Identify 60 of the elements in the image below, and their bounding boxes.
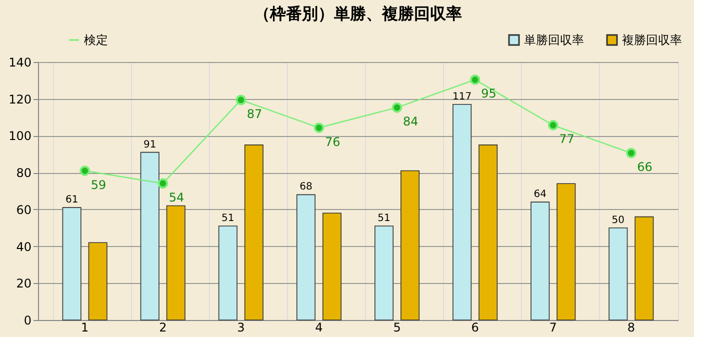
data-label: 59 xyxy=(90,178,106,192)
bar xyxy=(166,205,186,320)
point xyxy=(314,122,324,133)
x-tick-label: 1 xyxy=(81,320,89,334)
point xyxy=(158,178,168,189)
data-label: 61 xyxy=(65,194,78,206)
x-tick-label: 3 xyxy=(237,320,245,334)
legend-label: 複勝回収率 xyxy=(622,33,682,47)
point xyxy=(548,120,558,130)
point xyxy=(236,94,246,106)
x-tick-label: 8 xyxy=(627,320,635,334)
y-tick-label: 100 xyxy=(8,129,32,144)
bar xyxy=(244,144,264,320)
y-tick-label: 0 xyxy=(24,314,32,328)
x-tick-label: 4 xyxy=(315,320,323,334)
bar xyxy=(88,242,108,320)
y-tick-label: 20 xyxy=(16,276,32,291)
y-tick-label: 80 xyxy=(16,166,32,180)
x-tick-label: 7 xyxy=(549,320,557,334)
x-tick-label: 2 xyxy=(159,320,167,334)
bar xyxy=(478,144,498,320)
chart-title: （枠番別）単勝、複勝回収率 xyxy=(254,4,462,23)
data-label: 84 xyxy=(403,114,418,129)
x-tick-label: 6 xyxy=(471,320,479,334)
data-label: 51 xyxy=(378,213,390,224)
bar xyxy=(608,227,628,320)
data-label: 50 xyxy=(612,214,625,226)
data-label: 76 xyxy=(324,134,340,149)
legend-label: 単勝回収率 xyxy=(524,33,584,47)
x-tick-label: 5 xyxy=(393,320,401,334)
bar xyxy=(374,226,394,320)
y-tick-label: 120 xyxy=(8,92,32,106)
data-label: 77 xyxy=(559,132,574,146)
point xyxy=(392,102,402,113)
legend-label: 検定 xyxy=(84,33,108,47)
point xyxy=(80,166,90,176)
point xyxy=(626,148,636,158)
bar xyxy=(400,170,420,320)
y-tick-label: 60 xyxy=(16,202,32,217)
y-tick-label: 40 xyxy=(16,240,32,254)
bar xyxy=(296,194,316,320)
y-tick-label: 140 xyxy=(8,56,32,70)
data-label: 51 xyxy=(222,213,234,224)
bar xyxy=(452,104,472,320)
data-label: 68 xyxy=(300,182,312,193)
bar xyxy=(322,212,342,320)
point xyxy=(470,74,480,85)
bar xyxy=(556,183,576,320)
data-label: 66 xyxy=(637,160,652,174)
bar xyxy=(530,202,550,320)
data-label: 64 xyxy=(534,189,546,200)
bar xyxy=(218,226,238,320)
data-label: 95 xyxy=(481,86,496,101)
data-label: 87 xyxy=(246,106,262,121)
bar xyxy=(634,216,654,320)
bar xyxy=(62,207,82,320)
data-label: 117 xyxy=(452,91,472,102)
data-label: 54 xyxy=(168,190,184,204)
data-label: 91 xyxy=(144,139,156,150)
bar xyxy=(140,152,160,320)
